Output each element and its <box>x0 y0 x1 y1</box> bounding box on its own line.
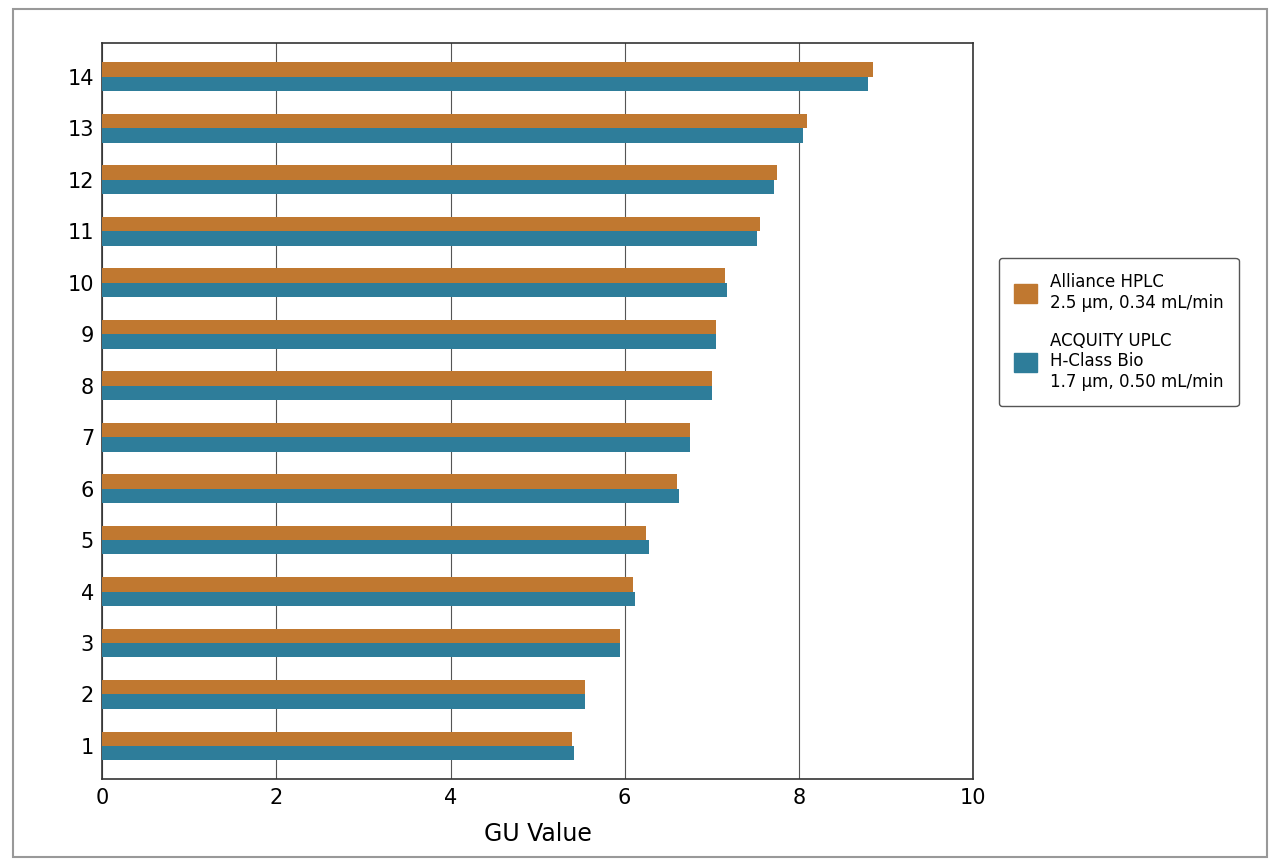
Bar <box>102 732 572 746</box>
Bar <box>102 488 678 503</box>
Bar <box>102 577 634 591</box>
Bar <box>102 372 712 385</box>
Bar <box>102 165 777 180</box>
Bar <box>102 282 727 297</box>
Bar <box>102 475 677 488</box>
Bar <box>102 385 712 400</box>
Bar <box>102 180 774 194</box>
Bar <box>102 334 716 348</box>
Bar <box>102 591 635 606</box>
Bar <box>102 62 873 77</box>
Bar <box>102 77 868 91</box>
Bar <box>102 216 759 231</box>
Bar <box>102 695 585 709</box>
Bar <box>102 113 808 128</box>
Bar <box>102 231 756 246</box>
Legend: Alliance HPLC
2.5 μm, 0.34 mL/min, ACQUITY UPLC
H-Class Bio
1.7 μm, 0.50 mL/min: Alliance HPLC 2.5 μm, 0.34 mL/min, ACQUI… <box>998 258 1239 406</box>
Bar <box>102 643 621 657</box>
Bar <box>102 320 716 334</box>
X-axis label: GU Value: GU Value <box>484 822 591 845</box>
Bar <box>102 746 575 760</box>
Bar <box>102 629 621 643</box>
Bar <box>102 423 690 437</box>
Bar <box>102 268 724 282</box>
Bar <box>102 680 585 695</box>
Bar <box>102 128 803 143</box>
Bar <box>102 437 690 451</box>
Bar <box>102 526 646 540</box>
Bar <box>102 540 649 554</box>
